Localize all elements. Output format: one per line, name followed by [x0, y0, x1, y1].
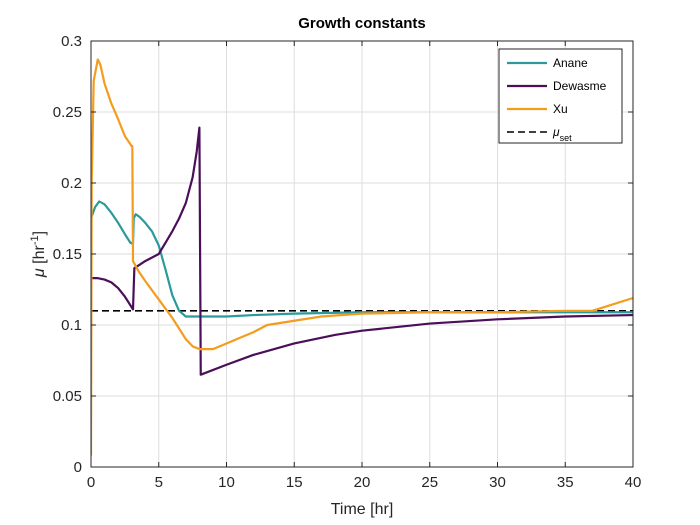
- x-tick-label: 30: [489, 474, 506, 491]
- x-tick-label: 25: [421, 474, 438, 491]
- legend-label-3: μset: [552, 125, 572, 143]
- y-tick-label: 0.25: [53, 104, 82, 121]
- y-tick-label: 0.3: [61, 33, 82, 50]
- x-tick-label: 15: [286, 474, 303, 491]
- y-tick-label: 0: [74, 459, 82, 476]
- series-line-2: [91, 58, 633, 456]
- ticks: 0 5 10 15 20 25 30 35 40 0 0.05 0.1 0.15 0.2 0.25 0.3: [53, 33, 642, 491]
- legend-label-2: Xu: [553, 102, 568, 116]
- x-tick-label: 5: [155, 474, 163, 491]
- chart-title: Growth constants: [298, 15, 426, 32]
- series-line-1: [91, 126, 633, 376]
- series-layer: [91, 58, 633, 456]
- y-tick-label: 0.1: [61, 317, 82, 334]
- series-line-0: [91, 200, 633, 318]
- x-tick-label: 0: [87, 474, 95, 491]
- x-tick-label: 35: [557, 474, 574, 491]
- legend-label-0: Anane: [553, 56, 588, 70]
- x-axis-label: Time [hr]: [331, 501, 394, 518]
- x-tick-label: 10: [218, 474, 235, 491]
- y-tick-label: 0.2: [61, 175, 82, 192]
- y-axis-label: μ [hr-1]: [29, 231, 48, 278]
- y-tick-label: 0.05: [53, 388, 82, 405]
- y-tick-label: 0.15: [53, 246, 82, 263]
- legend: Anane Dewasme Xu μset: [498, 48, 623, 144]
- legend-box: [498, 48, 623, 144]
- x-tick-label: 20: [354, 474, 371, 491]
- x-tick-label: 40: [625, 474, 642, 491]
- legend-label-1: Dewasme: [553, 79, 607, 93]
